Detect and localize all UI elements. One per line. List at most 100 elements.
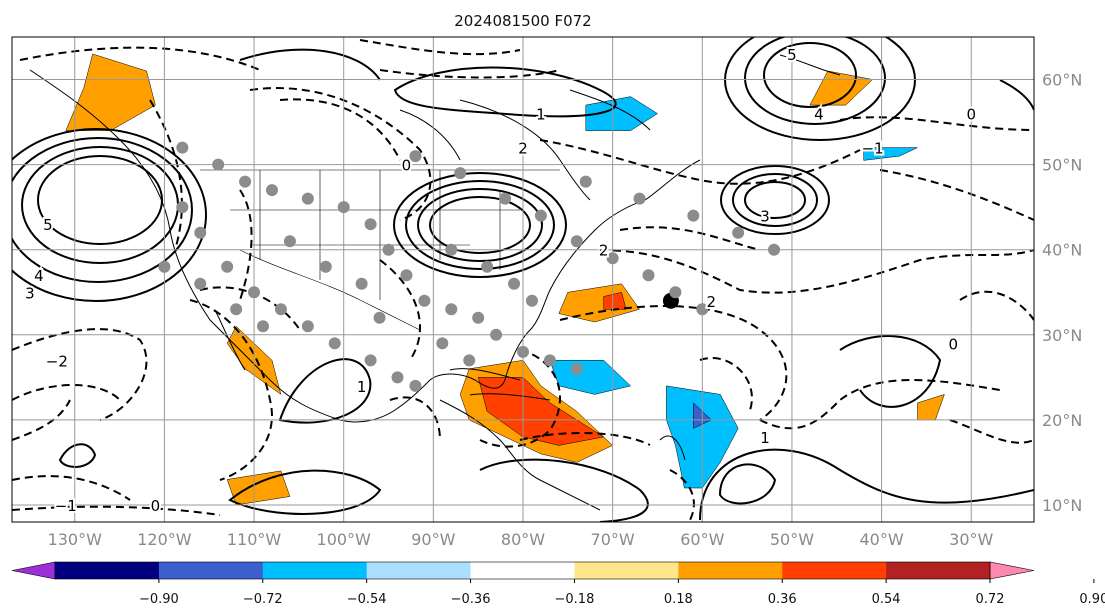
gray-dot-marker xyxy=(328,337,341,350)
gray-dot-marker xyxy=(301,192,314,205)
contour-line xyxy=(189,299,273,481)
colorbar-segment xyxy=(782,562,887,579)
contour-line xyxy=(732,173,818,227)
gray-dot-marker xyxy=(418,294,431,307)
colorbar-tick-label: −0.36 xyxy=(451,592,491,607)
contour-line xyxy=(37,155,163,245)
contour-label: −1 xyxy=(55,497,77,515)
contour-label: 0 xyxy=(949,335,959,353)
contour-line xyxy=(405,180,555,270)
gray-dot-marker xyxy=(436,337,449,350)
map-markers xyxy=(158,141,781,392)
x-tick-label: 60°W xyxy=(680,530,724,549)
shaded-region xyxy=(863,147,918,161)
contour-label: 0 xyxy=(151,497,161,515)
contour-line xyxy=(959,290,1034,321)
gray-dot-marker xyxy=(301,320,314,333)
gray-dot-marker xyxy=(194,226,207,239)
contour-line xyxy=(699,448,1034,521)
longitude-axis: 130°W 120°W 110°W 100°W 90°W 80°W 70°W 60°W 50°W… xyxy=(48,530,994,549)
gray-dot-marker xyxy=(633,192,646,205)
gray-dot-marker xyxy=(176,201,189,214)
contour-label: 5 xyxy=(43,216,53,234)
gray-dot-marker xyxy=(454,167,467,180)
y-tick-label: 20°N xyxy=(1042,411,1082,430)
x-tick-label: 120°W xyxy=(137,530,192,549)
y-tick-label: 30°N xyxy=(1042,326,1082,345)
coastline xyxy=(779,54,841,76)
gray-dot-marker xyxy=(212,158,225,171)
gray-dot-marker xyxy=(355,277,368,290)
contour-line xyxy=(429,196,531,254)
contour-line xyxy=(249,87,432,221)
shaded-region xyxy=(603,292,627,310)
gray-dot-marker xyxy=(337,201,350,214)
contour-label: 2 xyxy=(706,293,716,311)
contour-line xyxy=(19,46,261,71)
colorbar-tick-label: −0.72 xyxy=(243,592,283,607)
chart-title: 2024081500 F072 xyxy=(454,12,591,30)
gray-dot-marker xyxy=(481,260,494,273)
contour-line xyxy=(239,48,381,81)
x-tick-label: 40°W xyxy=(860,530,904,549)
contour-label: 1 xyxy=(357,378,367,396)
contour-line xyxy=(389,396,441,441)
gray-dot-marker xyxy=(257,320,270,333)
contour-line xyxy=(699,357,753,411)
contour-line xyxy=(879,169,1034,221)
border-line xyxy=(239,249,421,331)
coastline xyxy=(659,435,686,461)
contour-line xyxy=(228,469,382,515)
contour-line xyxy=(278,358,372,424)
coastline xyxy=(469,393,551,401)
coastline xyxy=(214,309,246,371)
gray-dot-marker xyxy=(283,235,296,248)
gray-dot-marker xyxy=(364,354,377,367)
x-tick-label: 110°W xyxy=(227,530,282,549)
contour-line xyxy=(279,98,401,161)
contour-label: 4 xyxy=(34,267,44,285)
x-tick-label: 130°W xyxy=(48,530,103,549)
contour-line xyxy=(839,335,942,408)
contour-label: 2 xyxy=(518,140,528,158)
colorbar-segment xyxy=(886,562,991,579)
colorbar-tick-label: −0.90 xyxy=(139,592,179,607)
gray-dot-marker xyxy=(687,209,700,222)
colorbar-tick-label: −0.18 xyxy=(555,592,595,607)
gray-dot-marker xyxy=(176,141,189,154)
gray-dot-marker xyxy=(472,311,485,324)
colorbar-segment xyxy=(470,562,575,579)
contour-line xyxy=(539,139,861,185)
contour-label: −2 xyxy=(46,352,68,370)
gray-dot-marker xyxy=(400,269,413,282)
colorbar-segment xyxy=(678,562,783,579)
coastline xyxy=(459,99,591,201)
colorbar-segment xyxy=(574,562,679,579)
colorbar-segment xyxy=(366,562,472,579)
coastline xyxy=(439,399,601,511)
gray-dot-marker xyxy=(517,345,529,358)
colorbar-extend-high xyxy=(989,561,1035,580)
gray-dot-marker xyxy=(409,150,422,163)
colorbar-segment xyxy=(262,562,368,579)
gray-dot-marker xyxy=(606,252,619,265)
contour-line xyxy=(720,165,830,235)
contour-line xyxy=(12,384,121,401)
gray-dot-marker xyxy=(158,260,171,273)
colorbar: −0.90 −0.72 −0.54 −0.36 −0.18 0.18 0.36 0.54 0.7… xyxy=(11,561,1105,607)
gray-dot-marker xyxy=(696,303,709,316)
gray-dot-marker xyxy=(499,192,512,205)
shaded-region xyxy=(585,96,658,131)
contour-line xyxy=(393,172,567,278)
colorbar-tick-label: 0.54 xyxy=(872,592,901,607)
contour-line xyxy=(559,305,788,421)
gray-dot-marker xyxy=(194,277,207,290)
colorbar-frame xyxy=(54,561,991,580)
contour-line xyxy=(599,249,1034,294)
border-line xyxy=(259,170,501,300)
gray-dot-marker xyxy=(373,311,386,324)
coastline xyxy=(449,368,521,381)
x-tick-label: 70°W xyxy=(591,530,635,549)
